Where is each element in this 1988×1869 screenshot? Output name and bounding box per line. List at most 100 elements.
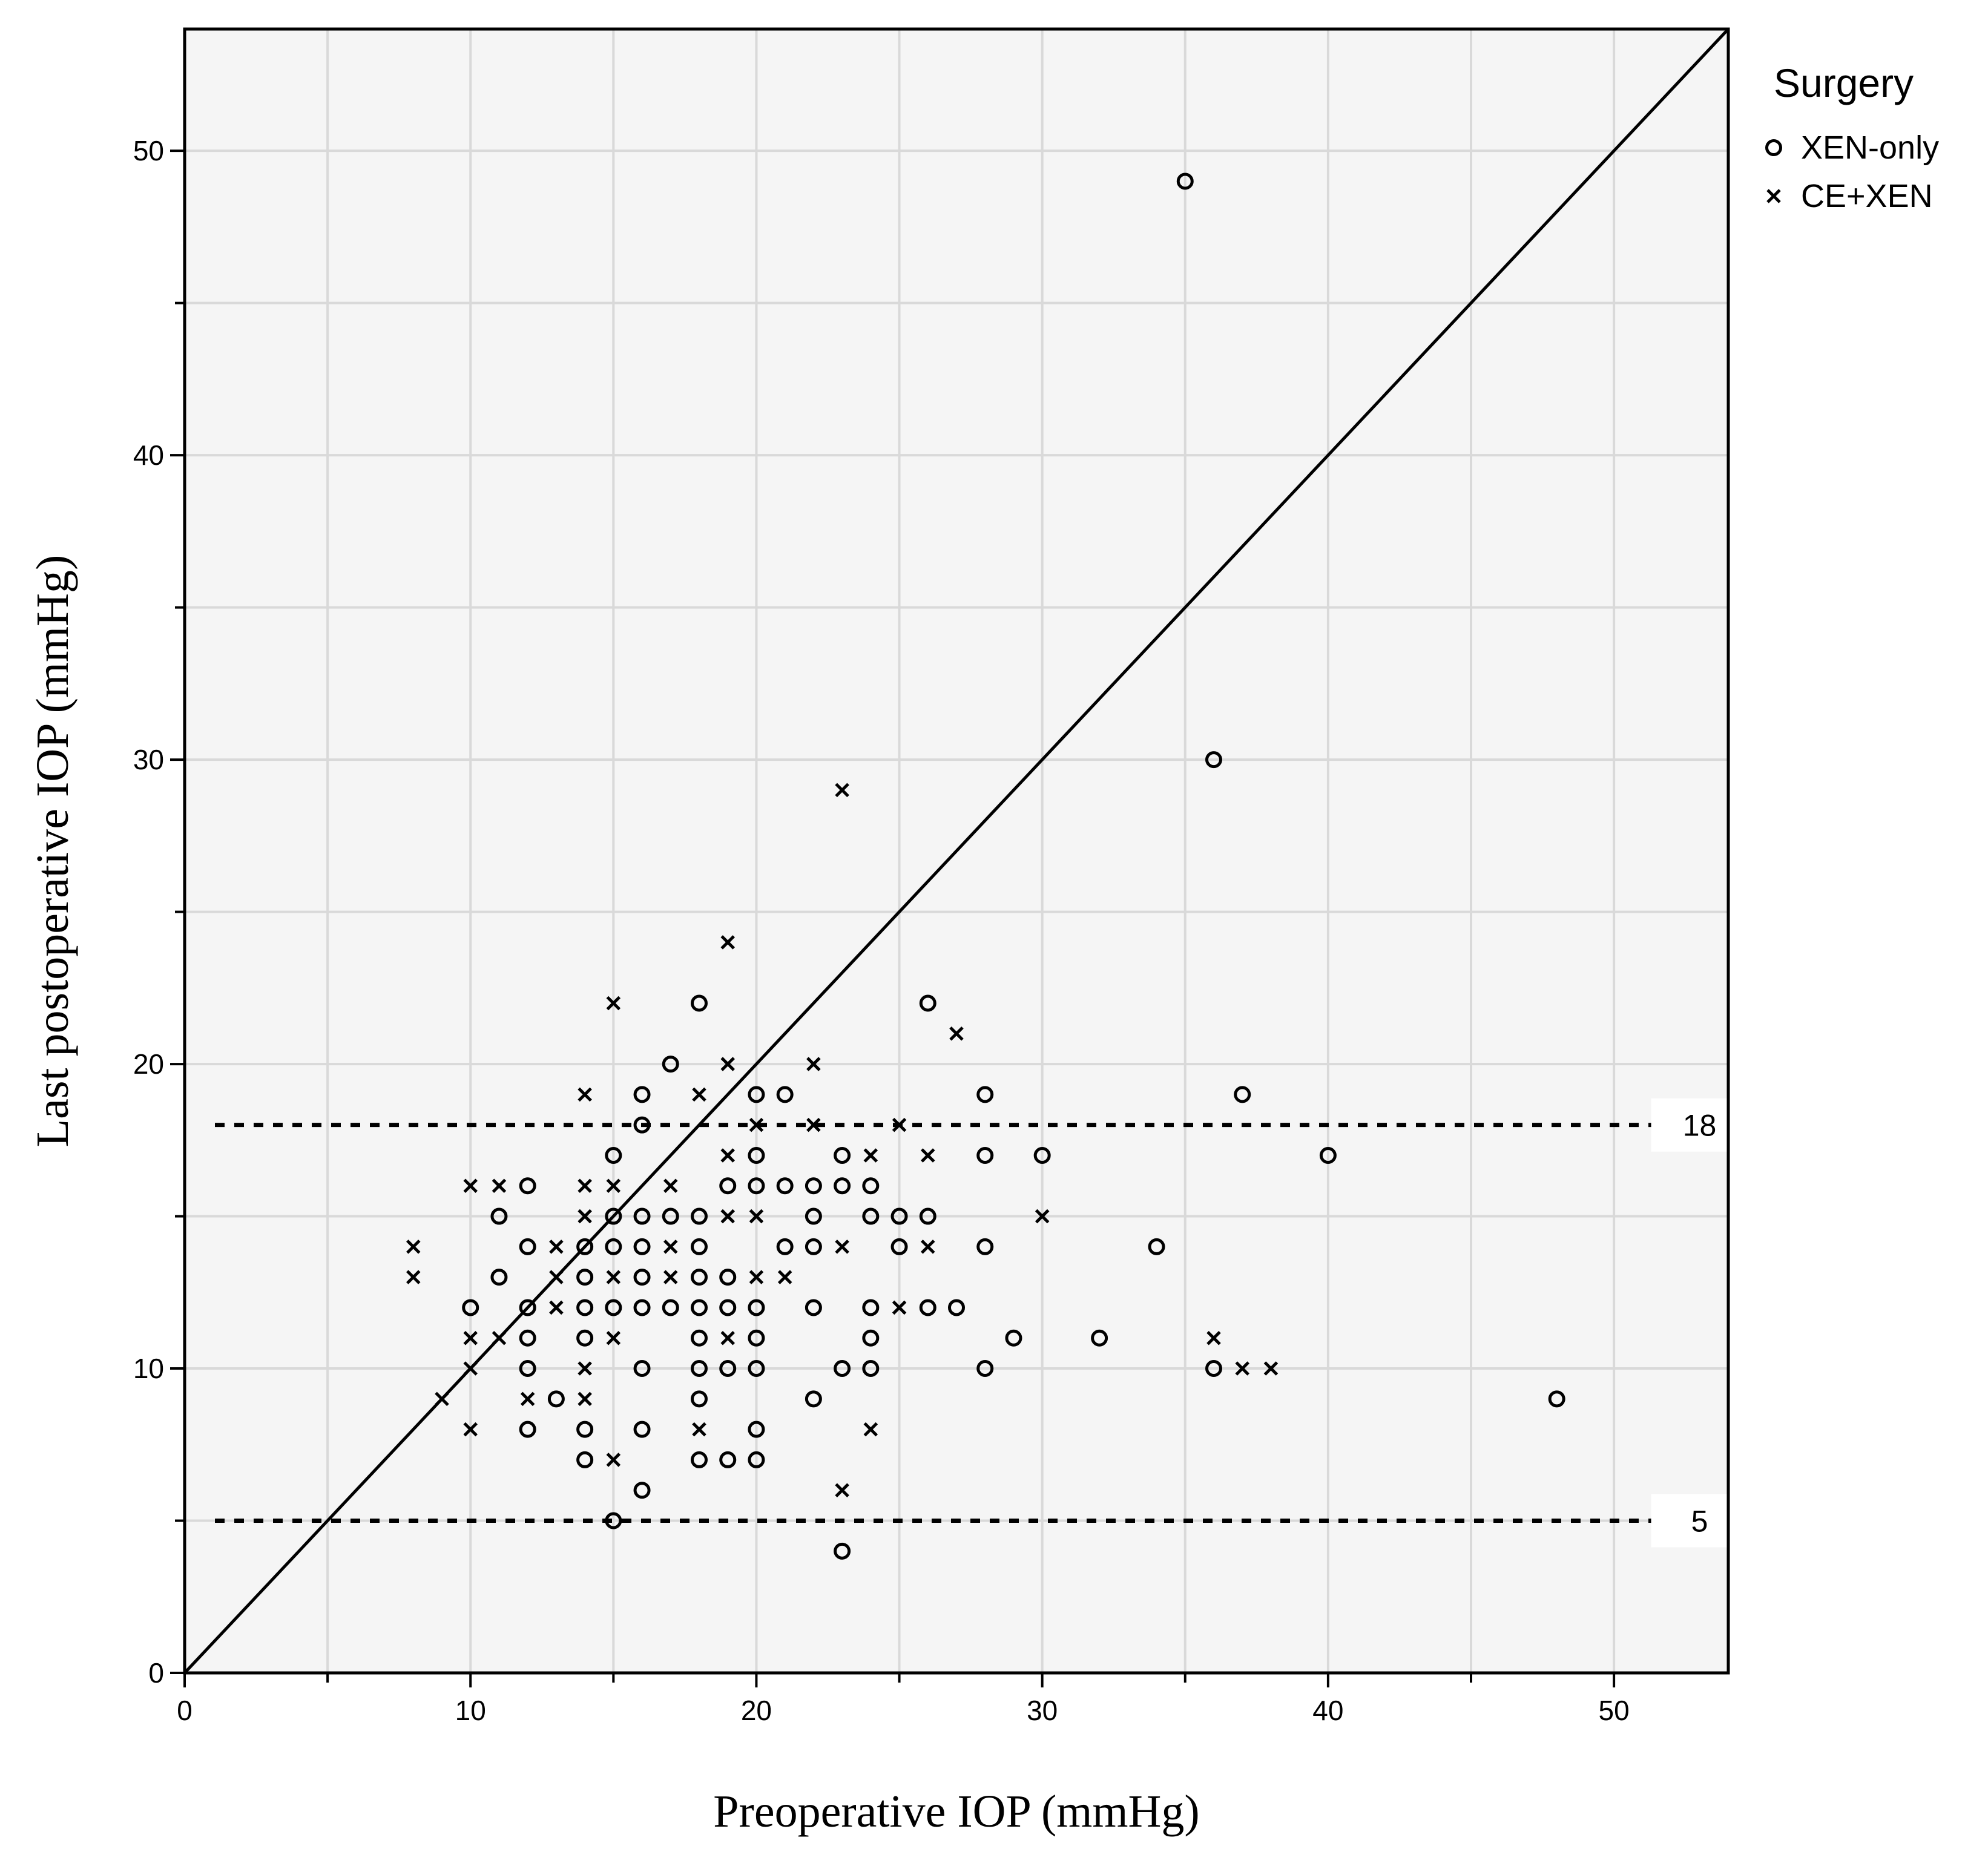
- point-circle: [691, 1451, 708, 1468]
- x-stroke: [892, 1300, 907, 1315]
- x-stroke: [463, 1330, 478, 1345]
- x-stroke: [578, 1209, 592, 1224]
- point-circle: [976, 1146, 994, 1164]
- point-circle: [748, 1421, 765, 1438]
- x-stroke: [921, 1240, 935, 1254]
- point-circle: [1205, 751, 1222, 769]
- series-XEN-only: [462, 172, 1565, 1560]
- legend: Surgery XEN-only CE+XEN: [1765, 61, 1939, 214]
- point-circle: [691, 1207, 708, 1225]
- point-cross: [663, 1178, 678, 1194]
- point-circle: [1234, 1086, 1251, 1103]
- point-cross: [949, 1026, 964, 1041]
- point-circle: [490, 1207, 508, 1225]
- point-circle: [576, 1269, 594, 1286]
- y-tick-label: 10: [133, 1353, 164, 1384]
- point-circle: [633, 1299, 651, 1316]
- x-stroke: [720, 1057, 735, 1071]
- x-stroke: [663, 1270, 678, 1284]
- point-cross: [720, 1057, 735, 1071]
- x-stroke: [835, 783, 849, 798]
- point-circle: [976, 1086, 994, 1103]
- point-circle: [748, 1177, 765, 1195]
- point-circle: [605, 1207, 622, 1225]
- x-stroke: [549, 1240, 564, 1254]
- x-stroke: [1766, 189, 1781, 203]
- y-tick-label: 50: [133, 135, 164, 166]
- point-circle: [719, 1269, 737, 1286]
- x-stroke: [463, 1422, 478, 1437]
- legend-title: Surgery: [1774, 61, 1914, 105]
- point-circle: [748, 1299, 765, 1316]
- x-stroke: [663, 1178, 678, 1194]
- point-circle: [834, 1360, 851, 1378]
- legend-label-CE+XEN: CE+XEN: [1801, 178, 1933, 214]
- series-CE+XEN: [406, 783, 1279, 1497]
- point-circle: [576, 1451, 594, 1468]
- x-tick-label: 10: [455, 1695, 486, 1726]
- point-cross: [720, 1209, 735, 1224]
- x-stroke: [578, 1178, 592, 1194]
- point-circle: [662, 1207, 679, 1225]
- point-circle: [691, 1269, 708, 1286]
- x-stroke: [949, 1026, 964, 1041]
- point-cross: [406, 1270, 421, 1284]
- point-cross: [435, 1391, 449, 1407]
- point-cross: [606, 1453, 621, 1467]
- point-cross: [549, 1270, 564, 1284]
- x-stroke: [520, 1391, 535, 1407]
- point-cross: [863, 1422, 878, 1437]
- x-stroke: [549, 1300, 564, 1315]
- point-circle: [576, 1299, 594, 1316]
- x-stroke: [806, 1117, 821, 1132]
- point-cross: [1035, 1209, 1050, 1224]
- legend-marker-XEN-only: [1765, 139, 1782, 156]
- legend-marker-CE+XEN: [1766, 189, 1781, 203]
- x-stroke: [578, 1391, 592, 1407]
- x-tick-label: 0: [177, 1695, 193, 1726]
- point-cross: [720, 1148, 735, 1163]
- point-cross: [406, 1240, 421, 1254]
- point-circle: [748, 1329, 765, 1347]
- point-circle: [633, 1086, 651, 1103]
- point-circle: [605, 1512, 622, 1529]
- point-circle: [834, 1146, 851, 1164]
- point-circle: [519, 1177, 536, 1195]
- point-cross: [921, 1148, 935, 1163]
- reference-label-box: [1651, 1494, 1736, 1548]
- x-stroke: [606, 1270, 621, 1284]
- x-tick-label: 50: [1599, 1695, 1630, 1726]
- y-axis-title: Last postoperative IOP (mmHg): [27, 555, 78, 1148]
- point-circle: [662, 1056, 679, 1073]
- y-tick-label: 30: [133, 744, 164, 775]
- point-circle: [719, 1299, 737, 1316]
- point-circle: [976, 1360, 994, 1378]
- point-circle: [576, 1329, 594, 1347]
- point-circle: [805, 1238, 822, 1255]
- point-cross: [720, 1330, 735, 1345]
- x-stroke: [720, 1209, 735, 1224]
- x-stroke: [835, 1483, 849, 1497]
- x-stroke: [749, 1209, 764, 1224]
- point-cross: [720, 935, 735, 950]
- x-stroke: [406, 1240, 421, 1254]
- point-cross: [663, 1240, 678, 1254]
- x-stroke: [1035, 1209, 1050, 1224]
- x-stroke: [463, 1178, 478, 1194]
- point-circle: [719, 1177, 737, 1195]
- x-stroke: [606, 1330, 621, 1345]
- point-circle: [805, 1299, 822, 1316]
- point-cross: [835, 783, 849, 798]
- point-circle: [691, 1238, 708, 1255]
- point-cross: [578, 1209, 592, 1224]
- x-stroke: [720, 1148, 735, 1163]
- y-tick-label: 20: [133, 1048, 164, 1080]
- point-circle: [633, 1421, 651, 1438]
- x-stroke: [1263, 1361, 1279, 1376]
- point-circle: [691, 1360, 708, 1378]
- point-circle: [948, 1299, 965, 1316]
- point-circle: [1205, 1360, 1222, 1378]
- point-circle: [719, 1451, 737, 1468]
- point-circle: [1319, 1146, 1337, 1164]
